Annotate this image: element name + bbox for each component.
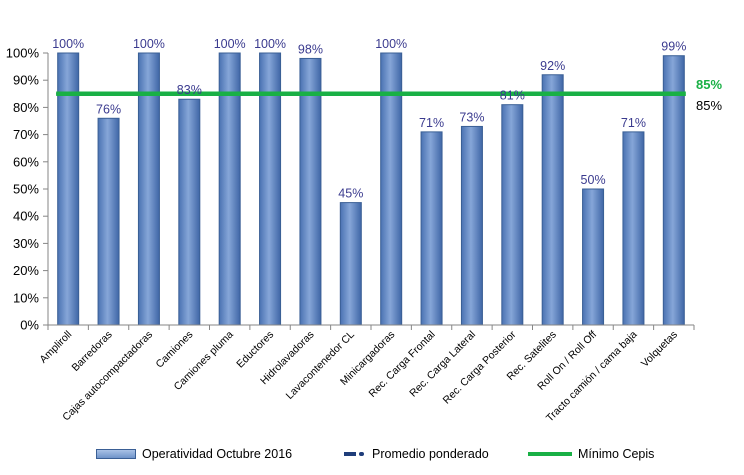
bar xyxy=(299,57,322,326)
minimo-value-label: 85% xyxy=(696,77,722,92)
y-tick-label: 80% xyxy=(13,100,39,115)
data-label: 73% xyxy=(459,110,484,124)
data-label: 81% xyxy=(500,89,525,103)
data-label: 76% xyxy=(96,102,121,116)
legend-label-minimo: Mínimo Cepis xyxy=(578,447,655,461)
y-tick-label: 60% xyxy=(13,154,39,169)
y-tick-label: 100% xyxy=(6,46,40,61)
data-label: 83% xyxy=(177,83,202,97)
data-label: 100% xyxy=(52,37,84,51)
legend-swatch-bar xyxy=(96,449,136,459)
y-tick-label: 10% xyxy=(13,290,39,305)
legend-swatch-dash xyxy=(344,445,366,463)
data-label: 45% xyxy=(338,187,363,201)
legend-label-promedio: Promedio ponderado xyxy=(372,447,489,461)
reference-lines: 85%85% xyxy=(56,77,722,113)
bar xyxy=(420,131,443,326)
bars xyxy=(57,52,685,326)
y-tick-label: 70% xyxy=(13,127,39,142)
x-category-label: Eductores xyxy=(234,329,276,371)
data-label: 100% xyxy=(133,37,165,51)
x-category-label: Volquetas xyxy=(639,329,680,370)
legend-label-operatividad: Operatividad Octubre 2016 xyxy=(142,447,293,461)
legend-item-minimo: Mínimo Cepis xyxy=(528,444,654,464)
bar xyxy=(582,188,605,326)
x-category-label: Camiones xyxy=(154,329,196,371)
x-category-label: Ampliroll xyxy=(37,329,74,366)
data-label: 71% xyxy=(621,116,646,130)
bar xyxy=(662,55,685,326)
bar xyxy=(622,131,645,326)
bar xyxy=(178,98,201,326)
y-axis: 0% 10% 20% 30% 40% 50% 60% 70% 80% 90% 100% xyxy=(6,46,49,333)
promedio-value-label: 85% xyxy=(696,98,722,113)
y-tick-label: 90% xyxy=(13,73,39,88)
y-tick-label: 20% xyxy=(13,263,39,278)
y-tick-label: 40% xyxy=(13,209,39,224)
legend: Operatividad Octubre 2016 Promedio ponde… xyxy=(0,444,744,464)
legend-item-operatividad: Operatividad Octubre 2016 xyxy=(96,444,292,464)
y-tick-label: 30% xyxy=(13,236,39,251)
data-label: 100% xyxy=(375,37,407,51)
data-label: 100% xyxy=(214,37,246,51)
bar xyxy=(460,125,483,326)
data-label: 71% xyxy=(419,116,444,130)
x-category-label: Lavacontenedor CL xyxy=(284,329,357,402)
legend-swatch-line xyxy=(528,452,572,456)
data-label: 98% xyxy=(298,42,323,56)
data-label: 99% xyxy=(661,40,686,54)
legend-item-promedio: Promedio ponderado xyxy=(344,444,489,464)
data-label: 50% xyxy=(581,173,606,187)
y-tick-label: 0% xyxy=(20,318,39,333)
data-label: 92% xyxy=(540,59,565,73)
data-label: 100% xyxy=(254,37,286,51)
bar xyxy=(501,104,524,326)
y-tick-label: 50% xyxy=(13,182,39,197)
bar xyxy=(541,74,564,326)
bar xyxy=(339,202,362,326)
x-category-label: Rec. Carga Posterior xyxy=(441,328,519,406)
bar xyxy=(97,117,120,326)
data-labels: 100% 76% 100% 83% 100% 100% 98% 45% 100% 71% 73% 81… xyxy=(52,37,686,201)
